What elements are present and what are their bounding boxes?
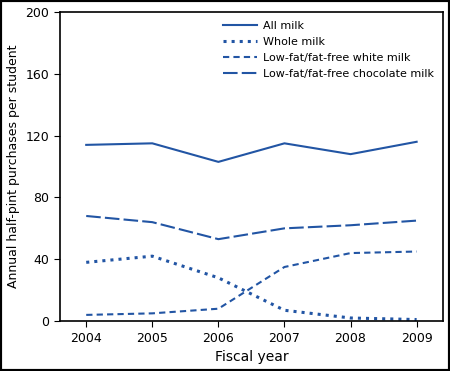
Line: Low-fat/fat-free chocolate milk: Low-fat/fat-free chocolate milk bbox=[86, 216, 417, 239]
Low-fat/fat-free chocolate milk bbox=[414, 219, 419, 223]
Whole milk bbox=[84, 260, 89, 265]
Low-fat/fat-free white milk bbox=[282, 265, 287, 269]
Low-fat/fat-free white milk bbox=[348, 251, 353, 255]
Low-fat/fat-free white milk bbox=[414, 249, 419, 254]
All milk bbox=[149, 141, 155, 145]
Legend: All milk, Whole milk, Low-fat/fat-free white milk, Low-fat/fat-free chocolate mi: All milk, Whole milk, Low-fat/fat-free w… bbox=[220, 17, 437, 82]
Low-fat/fat-free white milk bbox=[149, 311, 155, 316]
Line: Low-fat/fat-free white milk: Low-fat/fat-free white milk bbox=[86, 252, 417, 315]
Low-fat/fat-free chocolate milk bbox=[216, 237, 221, 242]
All milk bbox=[348, 152, 353, 156]
All milk bbox=[84, 142, 89, 147]
Whole milk bbox=[348, 316, 353, 320]
Low-fat/fat-free chocolate milk bbox=[149, 220, 155, 224]
Line: Whole milk: Whole milk bbox=[86, 256, 417, 319]
Low-fat/fat-free chocolate milk bbox=[348, 223, 353, 227]
Line: All milk: All milk bbox=[86, 142, 417, 162]
Whole milk bbox=[149, 254, 155, 258]
Whole milk bbox=[216, 276, 221, 280]
Whole milk bbox=[282, 308, 287, 312]
All milk bbox=[282, 141, 287, 145]
X-axis label: Fiscal year: Fiscal year bbox=[215, 350, 288, 364]
Low-fat/fat-free white milk bbox=[216, 306, 221, 311]
All milk bbox=[216, 160, 221, 164]
Y-axis label: Annual half-pint purchases per student: Annual half-pint purchases per student bbox=[7, 45, 20, 288]
Low-fat/fat-free chocolate milk bbox=[282, 226, 287, 230]
Whole milk bbox=[414, 317, 419, 322]
All milk bbox=[414, 139, 419, 144]
Low-fat/fat-free white milk bbox=[84, 313, 89, 317]
Low-fat/fat-free chocolate milk bbox=[84, 214, 89, 218]
